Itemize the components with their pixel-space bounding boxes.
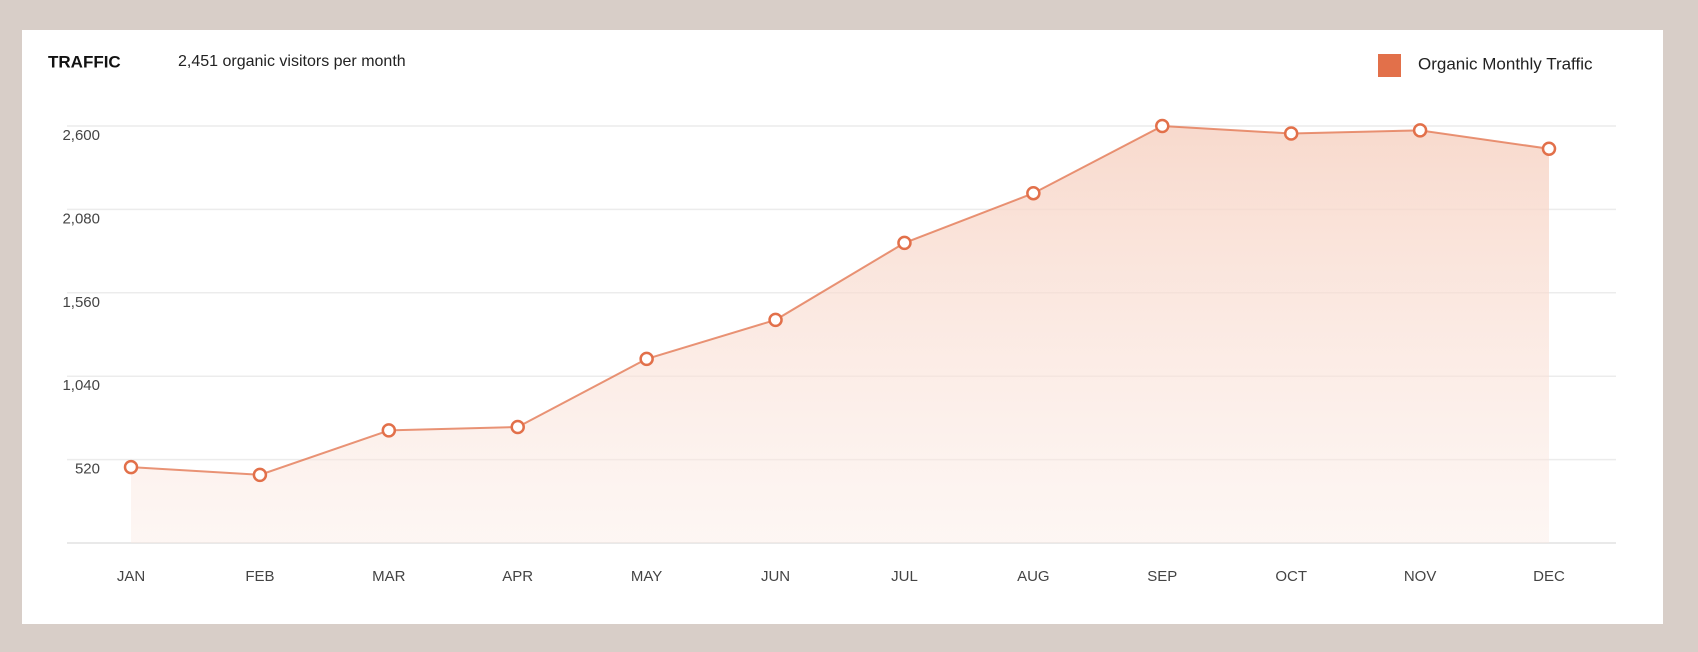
x-tick-label: NOV <box>1404 568 1437 585</box>
area <box>131 126 1549 543</box>
x-tick-label: AUG <box>1017 568 1050 585</box>
point <box>1412 123 1428 138</box>
x-tick-label: SEP <box>1147 568 1177 585</box>
x-tick-label: OCT <box>1275 568 1307 585</box>
y-tick-label: 1,560 <box>62 294 100 311</box>
point <box>768 312 783 328</box>
y-tick-label: 2,080 <box>62 210 100 227</box>
chart-title: TRAFFIC <box>48 52 121 71</box>
point <box>897 235 912 251</box>
point <box>1541 141 1557 157</box>
x-tick-label: FEB <box>245 568 274 585</box>
point <box>639 351 654 367</box>
legend-swatch <box>1378 54 1401 77</box>
x-tick-label: JUN <box>761 568 790 585</box>
point <box>381 423 397 438</box>
x-tick-label: JAN <box>117 568 145 585</box>
line <box>130 124 1550 476</box>
point <box>1283 126 1299 141</box>
y-tick-label: 520 <box>75 461 100 478</box>
legend-label: Organic Monthly Traffic <box>1418 54 1593 73</box>
point <box>123 459 139 475</box>
point <box>252 467 268 483</box>
x-tick-label: DEC <box>1533 568 1565 585</box>
x-tick-label: JUL <box>891 568 918 585</box>
point <box>1026 185 1041 201</box>
x-tick-label: MAR <box>372 568 406 585</box>
y-tick-label: 2,600 <box>62 127 100 144</box>
point <box>510 419 525 435</box>
x-tick-label: MAY <box>631 568 662 585</box>
x-tick-label: APR <box>502 568 533 585</box>
point <box>1155 118 1170 134</box>
y-tick-label: 1,040 <box>62 377 100 394</box>
chart-subtitle: 2,451 organic visitors per month <box>178 53 406 70</box>
